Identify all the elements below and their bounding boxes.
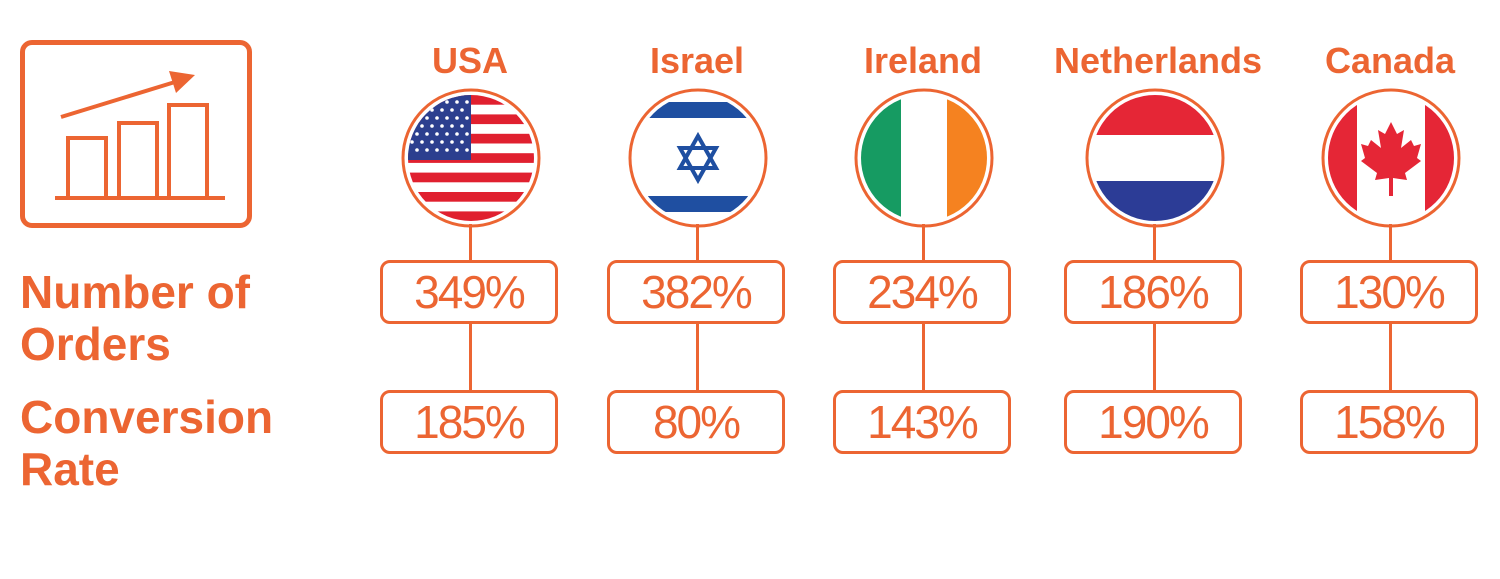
country-name: Israel [649,40,745,81]
orders-label-line2: Orders [20,318,171,370]
country-canada: Canada 130% 158% [1290,0,1490,579]
connector [1153,324,1156,390]
israel-flag-icon [628,88,768,228]
conversion-value: 80% [607,390,785,454]
country-israel: Israel 382% 80% [597,0,797,579]
connector [922,324,925,390]
country-name: Netherlands [1054,40,1263,81]
canada-flag-icon [1321,88,1461,228]
country-netherlands: Netherlands 186% 190% [1054,0,1263,579]
orders-value: 130% [1300,260,1478,324]
connector [469,324,472,390]
growth-chart-icon [20,40,252,228]
orders-value: 349% [380,260,558,324]
orders-value: 382% [607,260,785,324]
usa-flag-icon [401,88,541,228]
conversion-value: 158% [1300,390,1478,454]
netherlands-flag-icon [1085,88,1225,228]
country-name: Ireland [863,40,983,81]
conversion-value: 143% [833,390,1011,454]
ireland-flag-icon [854,88,994,228]
orders-value: 186% [1064,260,1242,324]
connector [1389,324,1392,390]
connector [469,224,472,260]
country-name: Canada [1324,40,1456,81]
connector [1389,224,1392,260]
country-usa: USA 349% 185% [370,0,570,579]
orders-label-line1: Number of [20,266,250,318]
connector [696,324,699,390]
conversion-label-line1: Conversion [20,391,274,443]
orders-label: Number of Orders [20,266,250,370]
connector [1153,224,1156,260]
country-ireland: Ireland 234% 143% [823,0,1023,579]
connector [696,224,699,260]
orders-value: 234% [833,260,1011,324]
country-name: USA [431,40,508,81]
connector [922,224,925,260]
conversion-value: 190% [1064,390,1242,454]
conversion-label: Conversion Rate [20,391,273,495]
conversion-label-line2: Rate [20,443,120,495]
conversion-value: 185% [380,390,558,454]
